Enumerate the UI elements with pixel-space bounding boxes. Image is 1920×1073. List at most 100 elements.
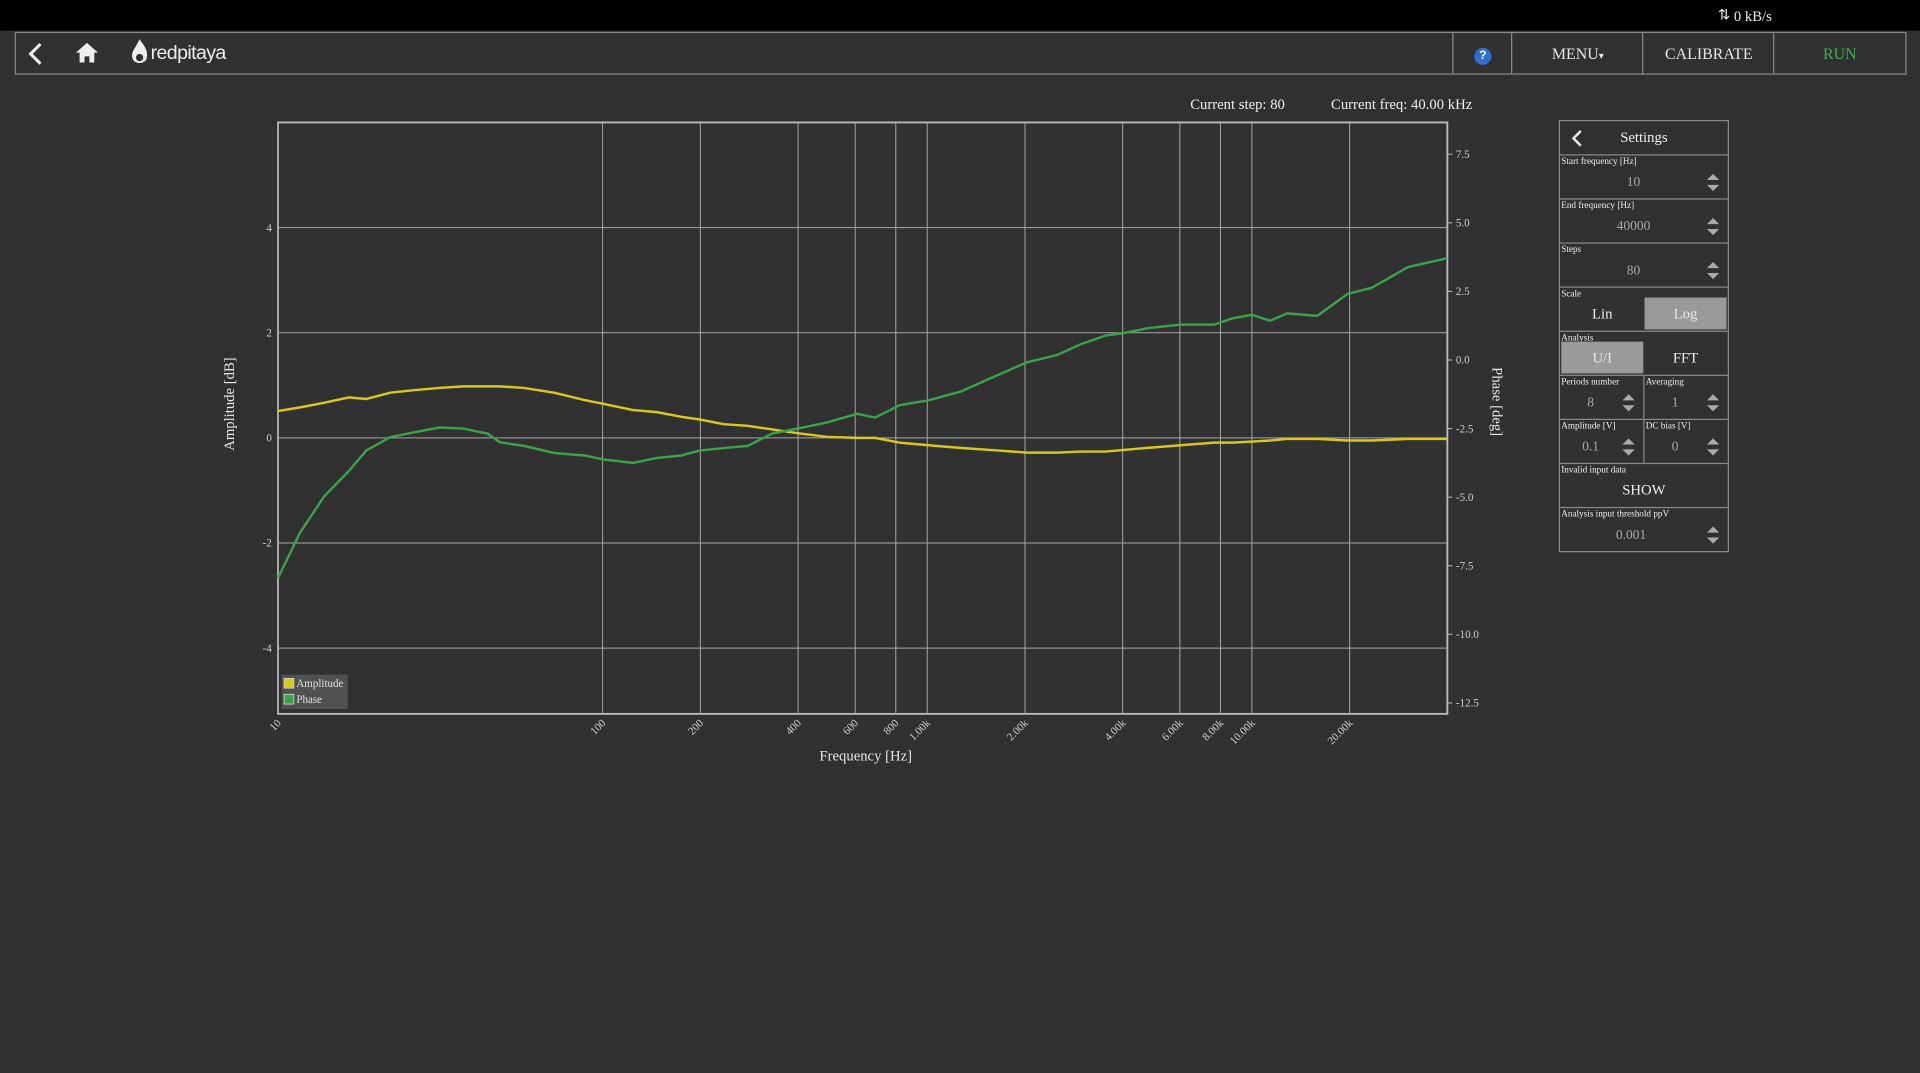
x-tick-label: 600: [841, 717, 862, 738]
x-tick-label: 10: [267, 717, 284, 734]
field-value[interactable]: 0.001: [1615, 527, 1647, 543]
back-button[interactable]: [26, 42, 46, 66]
menu-label: MENU: [1551, 44, 1599, 63]
y2-tick-label: 7.5: [1456, 149, 1470, 161]
data-rate: 0 kB/s: [1733, 7, 1772, 25]
calibrate-button[interactable]: CALIBRATE: [1642, 33, 1774, 74]
spinner[interactable]: [1622, 394, 1635, 412]
current-freq: Current freq: 40.00 kHz: [1331, 96, 1472, 114]
threshold: Analysis input threshold ppV 0.001: [1560, 508, 1728, 551]
show-button[interactable]: SHOW: [1622, 481, 1666, 499]
x-tick-label: 10.00k: [1228, 717, 1258, 747]
home-button[interactable]: [75, 42, 99, 64]
log-option[interactable]: Log: [1644, 297, 1727, 330]
field-label: DC bias [V]: [1645, 420, 1691, 432]
field-label: Periods number: [1561, 375, 1620, 387]
settings-back[interactable]: [1570, 129, 1585, 149]
field-value[interactable]: 80: [1626, 263, 1641, 278]
current-step: Current step: 80: [1190, 96, 1285, 114]
field-label: Amplitude [V]: [1561, 420, 1616, 432]
spinner[interactable]: [1706, 262, 1720, 280]
lin-option[interactable]: Lin: [1592, 304, 1613, 323]
legend-label: Phase: [296, 694, 322, 706]
plot-frame: [277, 121, 1449, 715]
help-button[interactable]: ?: [1452, 33, 1512, 74]
invalid-input-data: Invalid input data SHOW: [1560, 464, 1728, 509]
top-bar: ⇅ 0 kB/s: [0, 0, 1920, 31]
x-tick-label: 100: [588, 717, 609, 738]
fft-option[interactable]: FFT: [1672, 348, 1699, 367]
settings-panel: Settings Start frequency [Hz] 10 End freq…: [1558, 120, 1729, 553]
start-frequency: Start frequency [Hz] 10: [1560, 156, 1728, 200]
spinner[interactable]: [1622, 438, 1635, 456]
field-label: Analysis input threshold ppV: [1561, 508, 1670, 520]
series-line: [277, 385, 1448, 454]
spinner[interactable]: [1706, 217, 1720, 236]
x-tick-label: 6.00k: [1160, 717, 1186, 743]
x-axis-label: Frequency [Hz]: [819, 748, 912, 764]
y2-tick-label: 5.0: [1456, 218, 1470, 230]
spinner[interactable]: [1706, 394, 1720, 412]
field-value[interactable]: 10: [1626, 175, 1641, 190]
legend-swatch: [283, 693, 295, 705]
y-tick-label: -2: [263, 538, 272, 550]
field-label: Start frequency [Hz]: [1561, 155, 1637, 167]
field-value[interactable]: 0.1: [1582, 439, 1600, 455]
spinner[interactable]: [1706, 173, 1720, 192]
caret: ▾: [1598, 50, 1604, 62]
x-tick-label: 8.00k: [1200, 717, 1226, 743]
analysis: Analysis U/I FFT: [1560, 332, 1728, 376]
y2-tick-label: 0.0: [1456, 355, 1470, 367]
field-value[interactable]: 1: [1671, 395, 1679, 411]
y-axis-label: Amplitude [dB]: [222, 357, 238, 450]
x-tick-label: 200: [686, 717, 707, 738]
x-tick-label: 20.00k: [1326, 717, 1356, 747]
steps: Steps 80: [1560, 244, 1728, 288]
x-tick-label: 4.00k: [1102, 717, 1128, 743]
field-label: Analysis: [1561, 331, 1594, 343]
divider: [1643, 375, 1645, 419]
field-value[interactable]: 40000: [1616, 219, 1651, 234]
menu-button[interactable]: MENU▾: [1511, 33, 1643, 74]
y2-tick-label: -12.5: [1456, 698, 1479, 710]
settings-header: Settings: [1560, 121, 1728, 156]
navbar: redpitaya ? MENU▾ CALIBRATE RUN: [14, 31, 1907, 75]
ui-option[interactable]: U/I: [1561, 341, 1644, 374]
end-frequency: End frequency [Hz] 40000: [1560, 200, 1728, 244]
field-label: Scale: [1561, 287, 1582, 299]
field-label: Steps: [1561, 243, 1582, 255]
series-line: [276, 257, 1448, 579]
periods-averaging: Periods number 8 Averaging 1: [1560, 375, 1728, 421]
help-icon: ?: [1474, 47, 1492, 65]
field-value[interactable]: 8: [1587, 395, 1594, 411]
x-tick-label: 400: [784, 717, 805, 738]
spinner[interactable]: [1706, 438, 1720, 456]
y2-tick-label: -7.5: [1456, 560, 1474, 572]
y-tick-label: 0: [266, 433, 272, 445]
y-tick-label: 4: [266, 222, 272, 234]
x-tick-label: 1.00k: [907, 717, 933, 743]
divider: [1643, 420, 1645, 463]
arrows-icon: ⇅: [1717, 6, 1731, 24]
y-tick-label: 2: [266, 327, 272, 339]
freq-value: 40.00 kHz: [1410, 95, 1473, 113]
scale: Scale Lin Log: [1560, 288, 1728, 332]
run-button[interactable]: RUN: [1773, 33, 1905, 74]
legend-label: Amplitude: [296, 678, 343, 690]
legend-swatch: [283, 678, 295, 689]
y-tick-label: -4: [263, 643, 273, 655]
field-value[interactable]: 0: [1671, 439, 1679, 455]
y2-axis-label: Phase [deg]: [1489, 367, 1505, 436]
x-tick-label: 800: [881, 717, 902, 738]
x-tick-label: 2.00k: [1005, 717, 1031, 743]
chart: Frequency [Hz] Amplitude [dB] Phase [deg…: [222, 121, 1505, 764]
y2-tick-label: -5.0: [1456, 492, 1474, 504]
settings-title: Settings: [1620, 128, 1668, 146]
logo[interactable]: redpitaya: [150, 42, 227, 64]
step-value: 80: [1270, 95, 1285, 113]
spinner[interactable]: [1706, 526, 1720, 544]
freq-label: Current freq:: [1331, 95, 1408, 113]
field-label: End frequency [Hz]: [1561, 199, 1635, 211]
field-label: Averaging: [1645, 375, 1684, 387]
